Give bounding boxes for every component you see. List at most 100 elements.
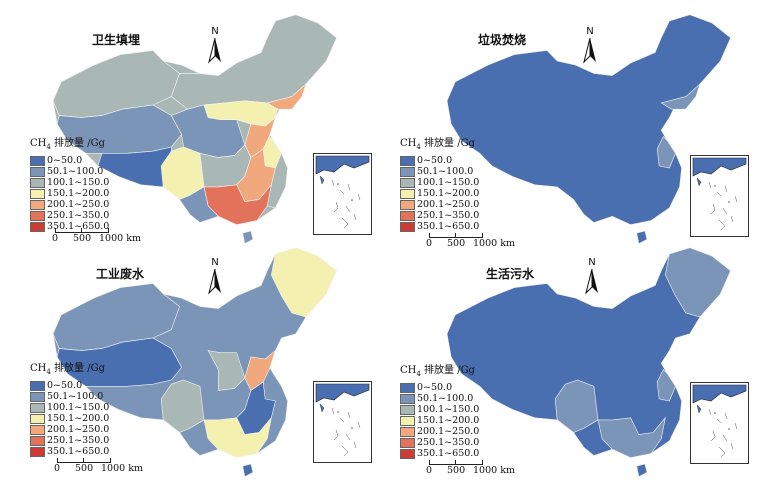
panel-title: 生活污水 [486,267,535,281]
scale-label-zero: 0 [426,238,433,249]
legend-swatch [30,446,45,457]
legend-title-prefix: CH [30,363,47,374]
legend-row: 350.1~650.0 [30,221,109,232]
legend-label: 150.1~200.0 [417,415,480,426]
legend-swatch [30,435,45,446]
legend-label: 150.1~200.0 [417,188,480,199]
legend-label: 50.1~100.0 [417,166,474,177]
legend-row: 0~50.0 [30,155,109,166]
legend-swatch [400,426,415,437]
legend-label: 250.1~350.0 [47,435,110,446]
scale-label-zero: 0 [52,233,59,244]
legend-label: 100.1~150.0 [417,177,480,188]
legend-label: 200.1~250.0 [47,424,110,435]
legend-row: 150.1~200.0 [30,188,109,199]
province-region [207,350,246,391]
legend-swatch [30,424,45,435]
legend-label: 150.1~200.0 [47,413,110,424]
legend-swatch [30,413,45,424]
legend-swatch [400,155,415,166]
legend-swatch [400,415,415,426]
legend-title-sub: 4 [416,370,421,378]
legend-swatch [30,210,45,221]
legend-row: 50.1~100.0 [30,391,109,402]
scale-label-mid: 500 [447,465,466,476]
legend-label: 50.1~100.0 [47,166,104,177]
legend-row: 250.1~350.0 [400,210,479,221]
legend-label: 250.1~350.0 [417,437,480,448]
legend-swatch [30,177,45,188]
province-region [656,135,676,169]
hainan-region [636,463,648,477]
legend-swatch [400,437,415,448]
north-label: N [211,257,219,268]
legend-swatch [400,177,415,188]
legend-swatch [400,221,415,232]
legend-row: 150.1~200.0 [400,415,479,426]
legend-row: 250.1~350.0 [30,435,109,446]
scale-bar-tick [83,458,84,462]
legend: CH4 排放量 /Gg 0~50.0 50.1~100.0 100.1~150.0 15… [30,363,109,457]
legend-swatch [30,380,45,391]
north-label: N [211,26,219,37]
china-map [446,247,731,477]
south-china-sea-inset [313,153,372,235]
north-arrow-icon: N [582,257,602,295]
legend-swatch [30,199,45,210]
legend-label: 350.1~650.0 [47,446,110,457]
legend-row: 150.1~200.0 [400,188,479,199]
scale-bar-tick [81,228,82,232]
legend-row: 100.1~150.0 [400,177,479,188]
legend-swatch [400,393,415,404]
country-region [446,14,731,226]
province-region [554,379,599,433]
hainan-region [636,230,648,244]
legend-swatch [400,382,415,393]
scale-label-end: 1000 km [101,463,143,474]
south-china-sea-inset [313,381,372,463]
south-china-sea-inset [690,155,749,237]
legend-label: 350.1~650.0 [417,221,480,232]
panel-title: 卫生填埋 [92,33,141,47]
panel-industrial-wastewater: 工业废水 N CH4 排放量 /Gg 0~50.0 50.1~100.0 100.1~… [0,247,392,494]
province-region [203,416,272,459]
legend-row: 50.1~100.0 [30,166,109,177]
legend-label: 0~50.0 [47,380,83,391]
scale-label-zero: 0 [426,465,433,476]
legend: CH4 排放量 /Gg 0~50.0 50.1~100.0 100.1~150.0 15… [400,365,479,459]
china-map [52,247,337,477]
scale-bar-tick [455,460,456,464]
legend-row: 0~50.0 [30,380,109,391]
legend-label: 350.1~650.0 [47,221,110,232]
legend-row: 350.1~650.0 [400,448,479,459]
north-arrow-icon: N [205,257,225,295]
province-region [244,349,277,391]
legend-label: 200.1~250.0 [417,199,480,210]
scale-label-end: 1000 km [473,238,515,249]
province-region [664,247,731,318]
legend-swatch [30,155,45,166]
legend-row: 100.1~150.0 [30,402,109,413]
legend-label: 0~50.0 [417,382,453,393]
legend-row: 100.1~150.0 [400,404,479,415]
legend-label: 0~50.0 [417,155,453,166]
legend-label: 150.1~200.0 [47,188,110,199]
legend-label: 200.1~250.0 [47,199,110,210]
province-region [170,14,337,110]
panel-title: 垃圾焚烧 [478,33,527,47]
legend-label: 100.1~150.0 [47,402,110,413]
legend-title-sub: 4 [46,143,51,151]
scale-label-mid: 500 [447,238,466,249]
province-region [56,337,182,387]
legend: CH4 排放量 /Gg 0~50.0 50.1~100.0 100.1~150.0 15… [30,138,109,232]
legend-label: 100.1~150.0 [47,177,110,188]
legend-title-suffix: 排放量 /Gg [50,363,105,374]
north-label: N [588,257,596,268]
scale-bar-line [429,460,483,465]
legend-swatch [30,221,45,232]
legend-title: CH4 排放量 /Gg [30,138,109,153]
china-map [446,14,731,244]
legend-swatch [30,166,45,177]
legend-title-prefix: CH [400,138,417,149]
legend-title-prefix: CH [30,138,47,149]
